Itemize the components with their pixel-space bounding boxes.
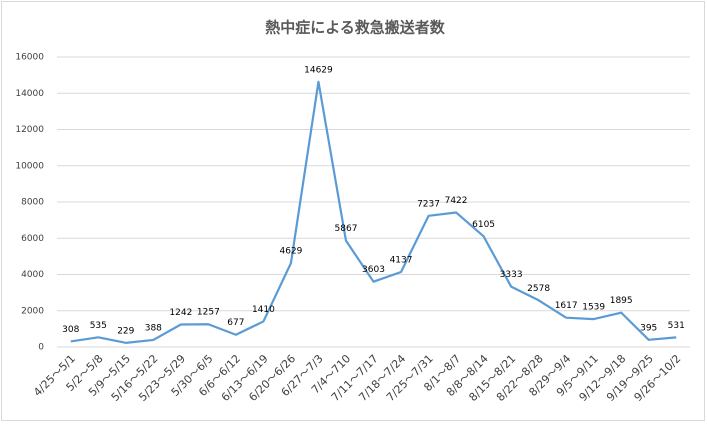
data-label: 5867 — [335, 224, 358, 234]
data-label: 1242 — [169, 308, 192, 318]
data-label: 395 — [640, 323, 657, 333]
data-label: 1895 — [610, 296, 633, 306]
y-tick-label: 0 — [38, 343, 44, 353]
data-label: 4137 — [390, 256, 413, 266]
data-label: 7422 — [445, 196, 468, 206]
data-line — [70, 80, 677, 344]
data-label: 1257 — [197, 308, 220, 318]
data-label: 1539 — [582, 303, 605, 313]
data-label: 308 — [62, 325, 79, 335]
data-label: 3333 — [500, 270, 523, 280]
data-label: 677 — [227, 318, 244, 328]
data-label: 3603 — [362, 265, 385, 275]
data-label: 388 — [145, 323, 162, 333]
data-label: 1410 — [252, 305, 275, 315]
data-label: 2578 — [527, 284, 550, 294]
data-label: 535 — [90, 321, 107, 331]
data-label: 14629 — [304, 65, 333, 75]
y-tick-label: 6000 — [21, 234, 44, 244]
y-tick-label: 4000 — [21, 270, 44, 280]
y-tick-label: 8000 — [21, 198, 44, 208]
data-label: 4629 — [279, 247, 302, 257]
data-label: 531 — [668, 321, 685, 331]
y-tick-label: 10000 — [15, 161, 44, 171]
chart-title: 熱中症による救急搬送者数 — [265, 19, 446, 37]
data-label: 6105 — [472, 220, 495, 230]
data-label: 229 — [117, 326, 134, 336]
y-tick-label: 2000 — [21, 306, 44, 316]
y-tick-label: 12000 — [15, 125, 44, 135]
data-label: 7237 — [417, 199, 440, 209]
y-tick-label: 16000 — [15, 53, 44, 63]
data-label: 1617 — [555, 301, 578, 311]
y-tick-label: 14000 — [15, 89, 44, 99]
chart-border — [1, 1, 705, 421]
